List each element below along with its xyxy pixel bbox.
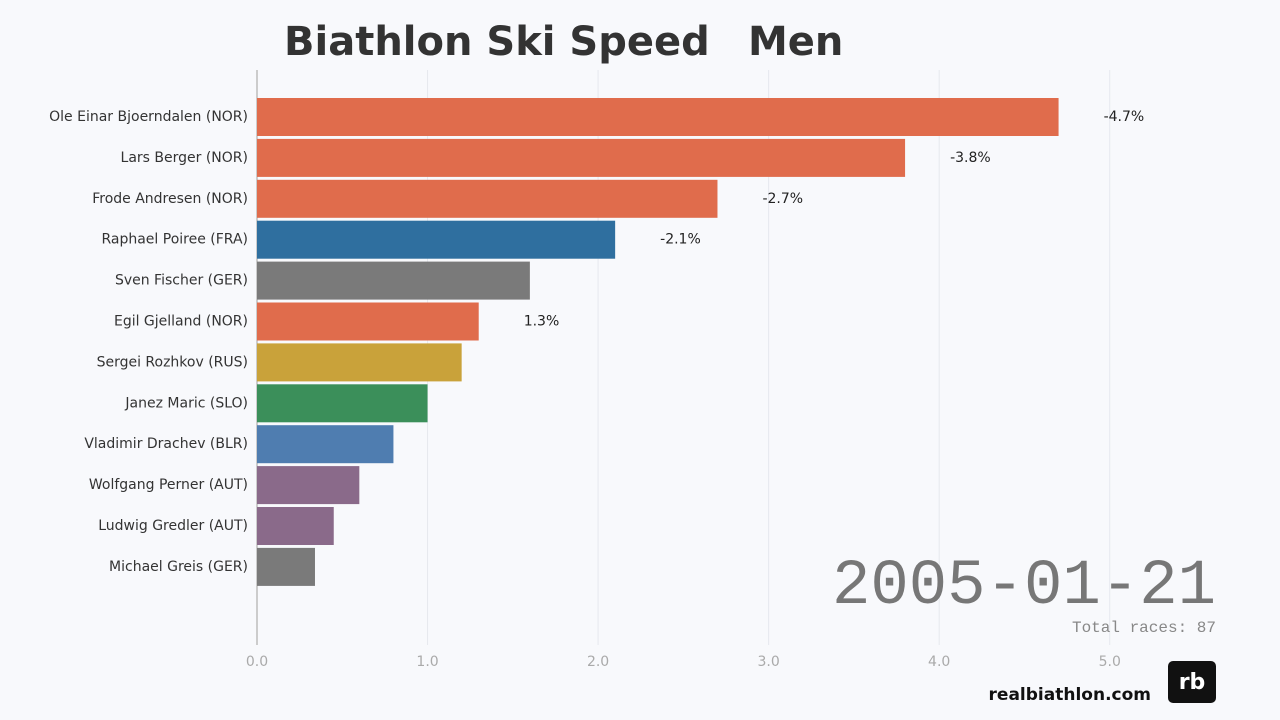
y-tick-label: Lars Berger (NOR) — [121, 150, 248, 166]
date-label: 2005-01-21 — [832, 551, 1216, 623]
y-tick-label: Michael Greis (GER) — [109, 559, 248, 575]
y-tick-label: Egil Gjelland (NOR) — [114, 314, 248, 330]
bar — [257, 261, 530, 300]
x-tick-label: 3.0 — [758, 654, 780, 670]
y-tick-label: Ole Einar Bjoerndalen (NOR) — [49, 109, 248, 125]
value-label: -2.7% — [762, 191, 803, 207]
bar — [257, 547, 315, 586]
x-tick-label: 1.0 — [416, 654, 438, 670]
y-tick-label: Frode Andresen (NOR) — [92, 191, 248, 207]
brand: realbiathlon.com — [989, 685, 1151, 705]
value-label: 1.3% — [524, 314, 560, 330]
value-label: -4.7% — [1104, 109, 1145, 125]
chart-subtitle: Men — [748, 19, 843, 65]
bar — [257, 138, 906, 177]
y-tick-label: Ludwig Gredler (AUT) — [98, 518, 248, 534]
x-tick-label: 4.0 — [928, 654, 950, 670]
bar — [257, 466, 360, 505]
bar — [257, 384, 428, 423]
y-tick-label: Sven Fischer (GER) — [115, 273, 248, 289]
bar — [257, 98, 1059, 136]
y-tick-label: Sergei Rozhkov (RUS) — [97, 354, 248, 370]
total-races: Total races: 87 — [1072, 619, 1216, 637]
logo: rb — [1179, 670, 1206, 695]
bar — [257, 507, 334, 545]
y-tick-label: Raphael Poiree (FRA) — [101, 232, 248, 248]
bar — [257, 302, 479, 341]
x-tick-label: 2.0 — [587, 654, 609, 670]
y-tick-label: Janez Maric (SLO) — [124, 395, 248, 411]
chart-title: Biathlon Ski Speed — [284, 19, 710, 65]
y-tick-label: Wolfgang Perner (AUT) — [89, 477, 248, 493]
y-tick-label: Vladimir Drachev (BLR) — [84, 436, 248, 452]
bar — [257, 179, 718, 218]
value-label: -3.8% — [950, 150, 991, 166]
bar — [257, 343, 462, 382]
x-tick-label: 5.0 — [1099, 654, 1121, 670]
bar — [257, 425, 394, 464]
bar — [257, 220, 616, 259]
x-tick-label: 0.0 — [246, 654, 268, 670]
logo-box — [1168, 661, 1216, 703]
value-label: -2.1% — [660, 232, 701, 248]
